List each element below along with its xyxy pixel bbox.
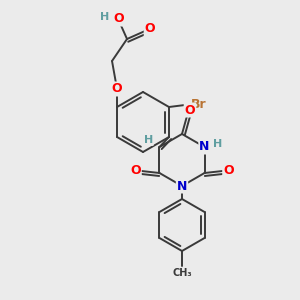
Text: O: O (145, 22, 155, 35)
Text: O: O (112, 82, 122, 95)
Text: O: O (130, 164, 141, 178)
Text: O: O (114, 13, 124, 26)
Text: N: N (177, 179, 187, 193)
Text: O: O (185, 103, 195, 116)
Text: N: N (199, 140, 210, 154)
Text: Br: Br (191, 98, 207, 112)
Text: H: H (144, 135, 153, 145)
Text: O: O (223, 164, 234, 178)
Text: H: H (100, 12, 109, 22)
Text: CH₃: CH₃ (172, 268, 192, 278)
Text: H: H (213, 139, 222, 149)
